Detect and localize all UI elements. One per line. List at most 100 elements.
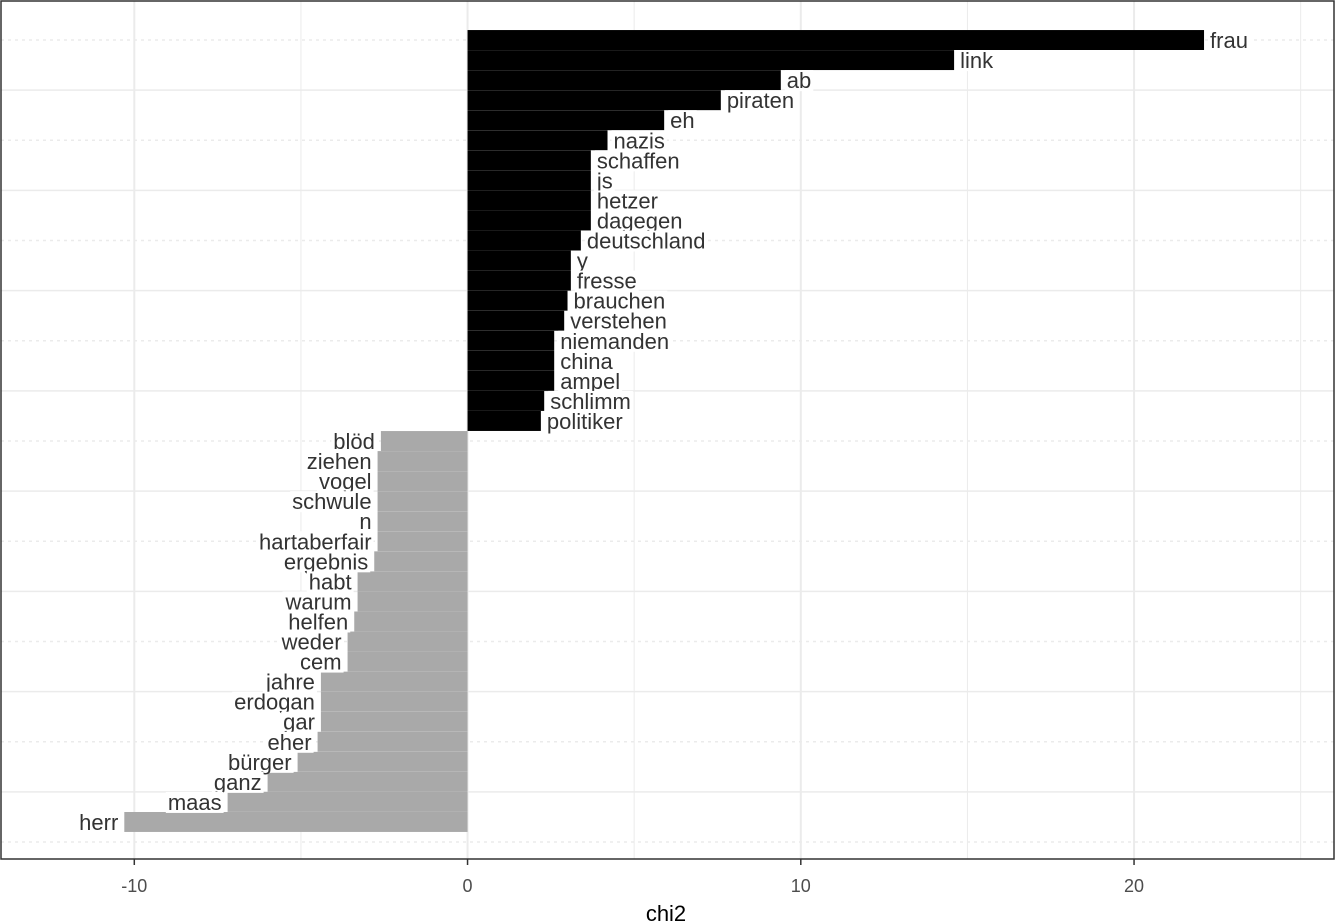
bar-fresse: [467, 270, 571, 291]
bar-helfen: [354, 611, 468, 632]
bar-label-ergebnis: ergebnis: [284, 549, 368, 574]
bar-niemanden: [467, 330, 555, 351]
bar-schwule: [377, 491, 468, 512]
bar-gar: [320, 711, 468, 732]
bar-label-backdrop: [558, 330, 672, 352]
bar-label-backdrop: [278, 631, 344, 653]
bar-label-backdrop: [558, 350, 616, 372]
bar-label-warum: warum: [285, 589, 352, 614]
bar-blöd: [380, 431, 468, 451]
bar-label-schaffen: schaffen: [597, 148, 680, 173]
bar-label-backdrop: [724, 90, 797, 112]
bar-js: [467, 170, 591, 191]
bar-label-hartaberfair: hartaberfair: [259, 529, 372, 554]
panel-border: [0, 0, 1335, 860]
bar-label-eher: eher: [268, 730, 312, 755]
bar-habt: [357, 571, 468, 592]
bar-vogel: [377, 471, 468, 492]
bar-label-backdrop: [574, 250, 590, 272]
bar-label-dagegen: dagegen: [597, 208, 683, 233]
bar-label-backdrop: [316, 471, 374, 493]
bar-china: [467, 350, 555, 371]
bar-label-backdrop: [568, 310, 669, 332]
bar-ab: [467, 70, 781, 91]
bar-eher: [317, 731, 468, 752]
bar-label-backdrop: [232, 691, 317, 713]
bar-label-backdrop: [77, 811, 121, 833]
bars: [124, 30, 1205, 832]
bar-ganz: [267, 771, 468, 792]
bar-label-backdrop: [784, 70, 814, 92]
bar-label-backdrop: [225, 751, 294, 773]
bar-erdogan: [320, 691, 468, 712]
bar-label-backdrop: [548, 390, 633, 412]
bar-frau: [467, 30, 1205, 50]
bar-label-politiker: politiker: [547, 409, 623, 434]
bar-label-backdrop: [544, 410, 625, 432]
bar-label-js: js: [596, 168, 613, 193]
bar-label-backdrop: [558, 370, 623, 392]
bar-brauchen: [467, 290, 568, 311]
bar-label-backdrop: [331, 431, 377, 453]
bar-label-backdrop: [594, 210, 685, 232]
bar-schlimm: [467, 390, 545, 411]
bar-label-verstehen: verstehen: [570, 309, 667, 334]
x-tick-label: -10: [121, 876, 147, 896]
bar-dagegen: [467, 210, 591, 231]
bar-label-habt: habt: [309, 569, 352, 594]
x-axis-title: chi2: [646, 901, 686, 923]
bar-verstehen: [467, 310, 565, 331]
bar-label-eh: eh: [670, 108, 694, 133]
bar-label-backdrop: [306, 571, 354, 593]
bar-label-backdrop: [165, 791, 224, 813]
bar-label-backdrop: [357, 511, 374, 533]
x-tick-label: 20: [1124, 876, 1144, 896]
bar-weder: [347, 631, 468, 652]
bar-label-backdrop: [594, 150, 682, 172]
bar-label-n: n: [359, 509, 371, 534]
bar-label-hetzer: hetzer: [597, 188, 658, 213]
bar-label-backdrop: [584, 230, 708, 252]
bar-hetzer: [467, 190, 591, 211]
bar-label-backdrop: [1208, 30, 1250, 52]
bar-label-jahre: jahre: [265, 670, 315, 695]
bar-label-bürger: bürger: [228, 750, 292, 775]
bar-ampel: [467, 370, 555, 391]
bar-nazis: [467, 130, 608, 151]
bar-label-backdrop: [571, 290, 668, 312]
bar-schaffen: [467, 150, 591, 171]
bar-label-frau: frau: [1210, 28, 1248, 53]
bar-warum: [357, 591, 468, 612]
bar-label-backdrop: [265, 731, 314, 753]
panel-background: [1, 1, 1334, 859]
bar-label-weder: weder: [281, 630, 342, 655]
bar-label-erdogan: erdogan: [234, 690, 315, 715]
bar-y: [467, 250, 571, 271]
bar-label-ab: ab: [787, 68, 811, 93]
bar-n: [377, 511, 468, 532]
bar-label-deutschland: deutschland: [587, 229, 706, 254]
bar-label-cem: cem: [300, 650, 342, 675]
bar-label-backdrop: [286, 611, 351, 633]
x-tick-label: 10: [791, 876, 811, 896]
bar-label-backdrop: [290, 491, 374, 513]
bar-label-backdrop: [257, 531, 374, 553]
bar-label-backdrop: [574, 270, 639, 292]
bar-label-piraten: piraten: [727, 88, 794, 113]
bar-label-backdrop: [611, 130, 667, 152]
bar-label-backdrop: [262, 671, 317, 693]
bar-deutschland: [467, 230, 581, 251]
bar-label-backdrop: [282, 591, 354, 613]
bar-ergebnis: [374, 551, 468, 572]
bar-label-herr: herr: [79, 810, 118, 835]
bar-label-backdrop: [281, 551, 371, 573]
bar-jahre: [320, 671, 468, 692]
bar-label-backdrop: [958, 50, 997, 72]
bar-label-nazis: nazis: [614, 128, 665, 153]
bar-ziehen: [377, 451, 468, 472]
bar-label-ziehen: ziehen: [307, 449, 372, 474]
bar-label-schlimm: schlimm: [550, 389, 631, 414]
bar-link: [467, 50, 955, 71]
